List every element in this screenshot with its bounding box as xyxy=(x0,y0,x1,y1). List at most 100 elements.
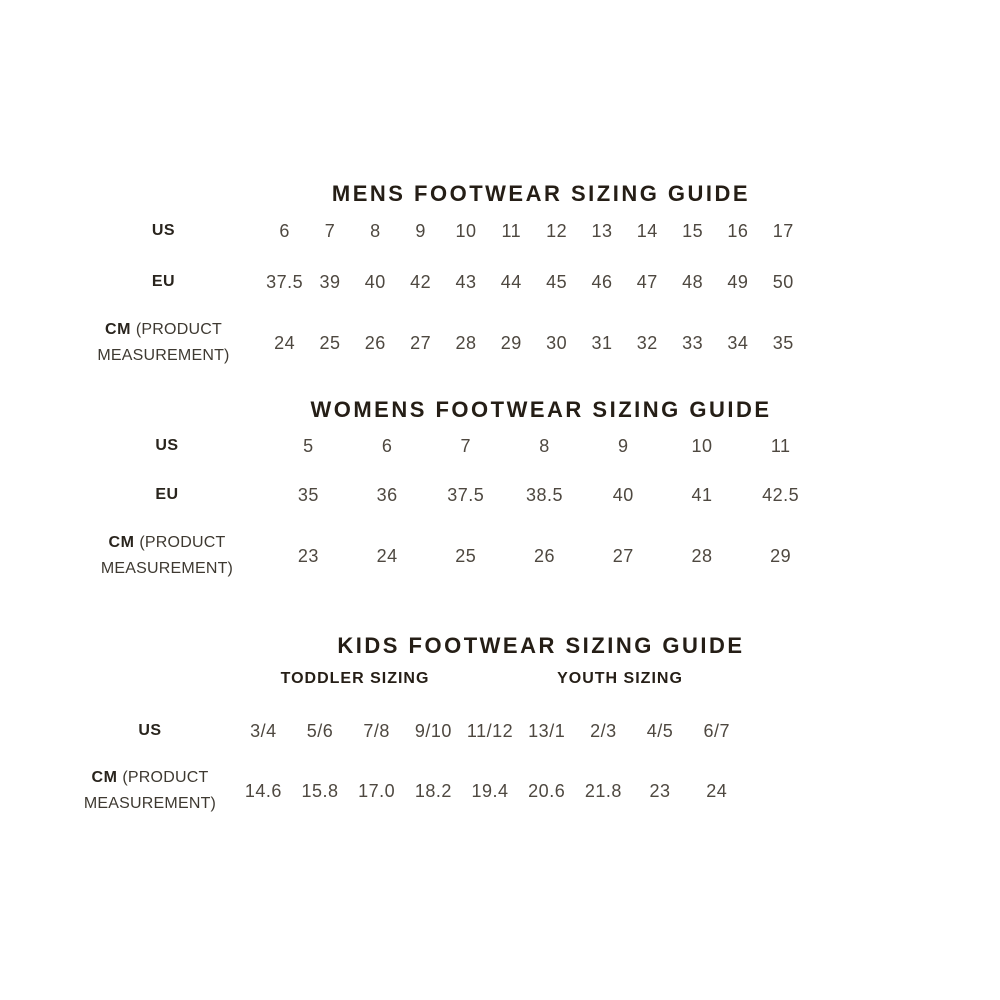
mens-eu-row: EU 37.5 39 40 42 43 44 45 46 47 48 49 50 xyxy=(65,256,820,308)
size-value: 48 xyxy=(682,271,704,292)
size-value: 14.6 xyxy=(244,780,282,801)
size-value: 6 xyxy=(381,435,393,456)
womens-cm-label-bold: CM xyxy=(108,534,135,551)
size-value: 31 xyxy=(591,332,613,353)
mens-cm-label-bold: CM xyxy=(105,321,131,338)
womens-eu-row: EU 35 36 37.5 38.5 40 41 42.5 xyxy=(65,470,820,520)
size-value: 12 xyxy=(546,220,568,241)
womens-cm-label-suffix: (PRODUCT MEASUREMENT) xyxy=(100,534,234,577)
womens-cm-label: CM (PRODUCT MEASUREMENT) xyxy=(65,530,269,582)
size-value: 13 xyxy=(591,220,613,241)
size-value: 37.5 xyxy=(447,484,485,505)
mens-eu-values: 37.5 39 40 42 43 44 45 46 47 48 49 50 xyxy=(262,272,820,293)
size-value: 15 xyxy=(682,220,704,241)
mens-cm-label: CM (PRODUCT MEASUREMENT) xyxy=(65,317,262,369)
kids-subheader-row: TODDLER SIZING YOUTH SIZING xyxy=(65,670,820,690)
size-value: 10 xyxy=(455,220,477,241)
size-value: 44 xyxy=(500,271,522,292)
kids-cm-label-text: CM (PRODUCT MEASUREMENT) xyxy=(65,765,235,817)
size-value: 6 xyxy=(279,220,290,241)
size-value: 2/3 xyxy=(590,720,617,741)
size-value: 7/8 xyxy=(363,720,390,741)
size-value: 26 xyxy=(534,545,556,566)
size-value: 13/1 xyxy=(528,720,566,741)
womens-eu-values: 35 36 37.5 38.5 40 41 42.5 xyxy=(269,485,820,506)
mens-us-values: 6 7 8 9 10 11 12 13 14 15 16 17 xyxy=(262,221,820,242)
size-value: 38.5 xyxy=(525,484,564,505)
size-value: 20.6 xyxy=(528,780,566,801)
size-value: 35 xyxy=(772,332,794,353)
kids-cm-label: CM (PRODUCT MEASUREMENT) xyxy=(65,765,235,817)
mens-cm-label-text: CM (PRODUCT MEASUREMENT) xyxy=(75,317,253,369)
size-value: 27 xyxy=(612,545,634,566)
size-value: 9 xyxy=(617,435,629,456)
size-value: 27 xyxy=(410,332,432,353)
womens-us-row: US 5 6 7 8 9 10 11 xyxy=(65,422,820,470)
size-value: 45 xyxy=(546,271,568,292)
toddler-sizing-subheader: TODDLER SIZING xyxy=(280,670,430,687)
footwear-sizing-page: MENS FOOTWEAR SIZING GUIDE US 6 7 8 9 10 11 12… xyxy=(65,181,820,826)
size-value: 36 xyxy=(376,484,398,505)
size-value: 39 xyxy=(319,271,341,292)
size-value: 11 xyxy=(770,435,791,456)
mens-us-row: US 6 7 8 9 10 11 12 13 14 15 16 17 xyxy=(65,206,820,256)
size-value: 9 xyxy=(415,220,426,241)
womens-guide-title: WOMENS FOOTWEAR SIZING GUIDE xyxy=(310,397,772,422)
size-value: 32 xyxy=(636,332,658,353)
size-value: 30 xyxy=(546,332,568,353)
womens-sizing-guide: WOMENS FOOTWEAR SIZING GUIDE US 5 6 7 8 9 10 1… xyxy=(65,398,820,592)
size-value: 21.8 xyxy=(584,780,622,801)
size-value: 28 xyxy=(455,332,477,353)
size-value: 28 xyxy=(691,545,713,566)
size-value: 42 xyxy=(410,271,432,292)
kids-cm-label-suffix: (PRODUCT MEASUREMENT) xyxy=(83,769,217,812)
size-value: 9/10 xyxy=(414,720,452,741)
size-value: 34 xyxy=(727,332,749,353)
womens-eu-label: EU xyxy=(155,486,179,503)
size-value: 41 xyxy=(691,484,713,505)
size-value: 23 xyxy=(297,545,319,566)
mens-guide-title: MENS FOOTWEAR SIZING GUIDE xyxy=(331,181,751,206)
size-value: 43 xyxy=(455,271,477,292)
youth-sizing-subheader: YOUTH SIZING xyxy=(557,670,683,687)
kids-us-row: US 3/4 5/6 7/8 9/10 11/12 13/1 2/3 4/5 6/7 xyxy=(65,706,820,756)
size-value: 3/4 xyxy=(250,720,277,741)
mens-eu-label: EU xyxy=(151,273,176,290)
size-value: 16 xyxy=(727,220,749,241)
size-value: 35 xyxy=(297,484,319,505)
kids-cm-label-bold: CM xyxy=(91,769,118,786)
size-value: 24 xyxy=(376,545,398,566)
size-value: 5 xyxy=(303,435,314,456)
size-value: 24 xyxy=(274,332,296,353)
size-value: 7 xyxy=(460,435,472,456)
size-value: 11/12 xyxy=(466,720,514,741)
size-value: 14 xyxy=(636,220,658,241)
mens-cm-label-suffix: (PRODUCT MEASUREMENT) xyxy=(97,321,230,364)
size-value: 11 xyxy=(501,220,522,241)
size-value: 8 xyxy=(370,220,381,241)
size-value: 40 xyxy=(612,484,634,505)
kids-us-values: 3/4 5/6 7/8 9/10 11/12 13/1 2/3 4/5 6/7 xyxy=(235,721,820,742)
size-value: 17 xyxy=(772,220,794,241)
size-value: 5/6 xyxy=(306,720,334,741)
kids-us-label: US xyxy=(138,722,162,739)
mens-us-label: US xyxy=(151,222,176,239)
size-value: 18.2 xyxy=(414,780,452,801)
size-value: 29 xyxy=(500,332,522,353)
size-value: 23 xyxy=(649,780,671,801)
size-value: 4/5 xyxy=(646,720,674,741)
kids-sizing-guide: KIDS FOOTWEAR SIZING GUIDE TODDLER SIZIN… xyxy=(65,634,820,826)
size-value: 24 xyxy=(706,780,728,801)
womens-cm-row: CM (PRODUCT MEASUREMENT) 23 24 25 26 27 28 29 xyxy=(65,520,820,592)
size-value: 42.5 xyxy=(762,484,800,505)
size-value: 8 xyxy=(539,435,550,456)
kids-cm-values: 14.6 15.8 17.0 18.2 19.4 20.6 21.8 23 24 xyxy=(235,781,820,802)
womens-cm-values: 23 24 25 26 27 28 29 xyxy=(269,546,820,567)
size-value: 47 xyxy=(636,271,658,292)
size-value: 6/7 xyxy=(703,720,730,741)
kids-guide-title: KIDS FOOTWEAR SIZING GUIDE xyxy=(337,633,745,658)
mens-cm-values: 24 25 26 27 28 29 30 31 32 33 34 35 xyxy=(262,333,820,354)
size-value: 50 xyxy=(772,271,794,292)
size-value: 26 xyxy=(364,332,386,353)
womens-us-values: 5 6 7 8 9 10 11 xyxy=(269,436,820,457)
